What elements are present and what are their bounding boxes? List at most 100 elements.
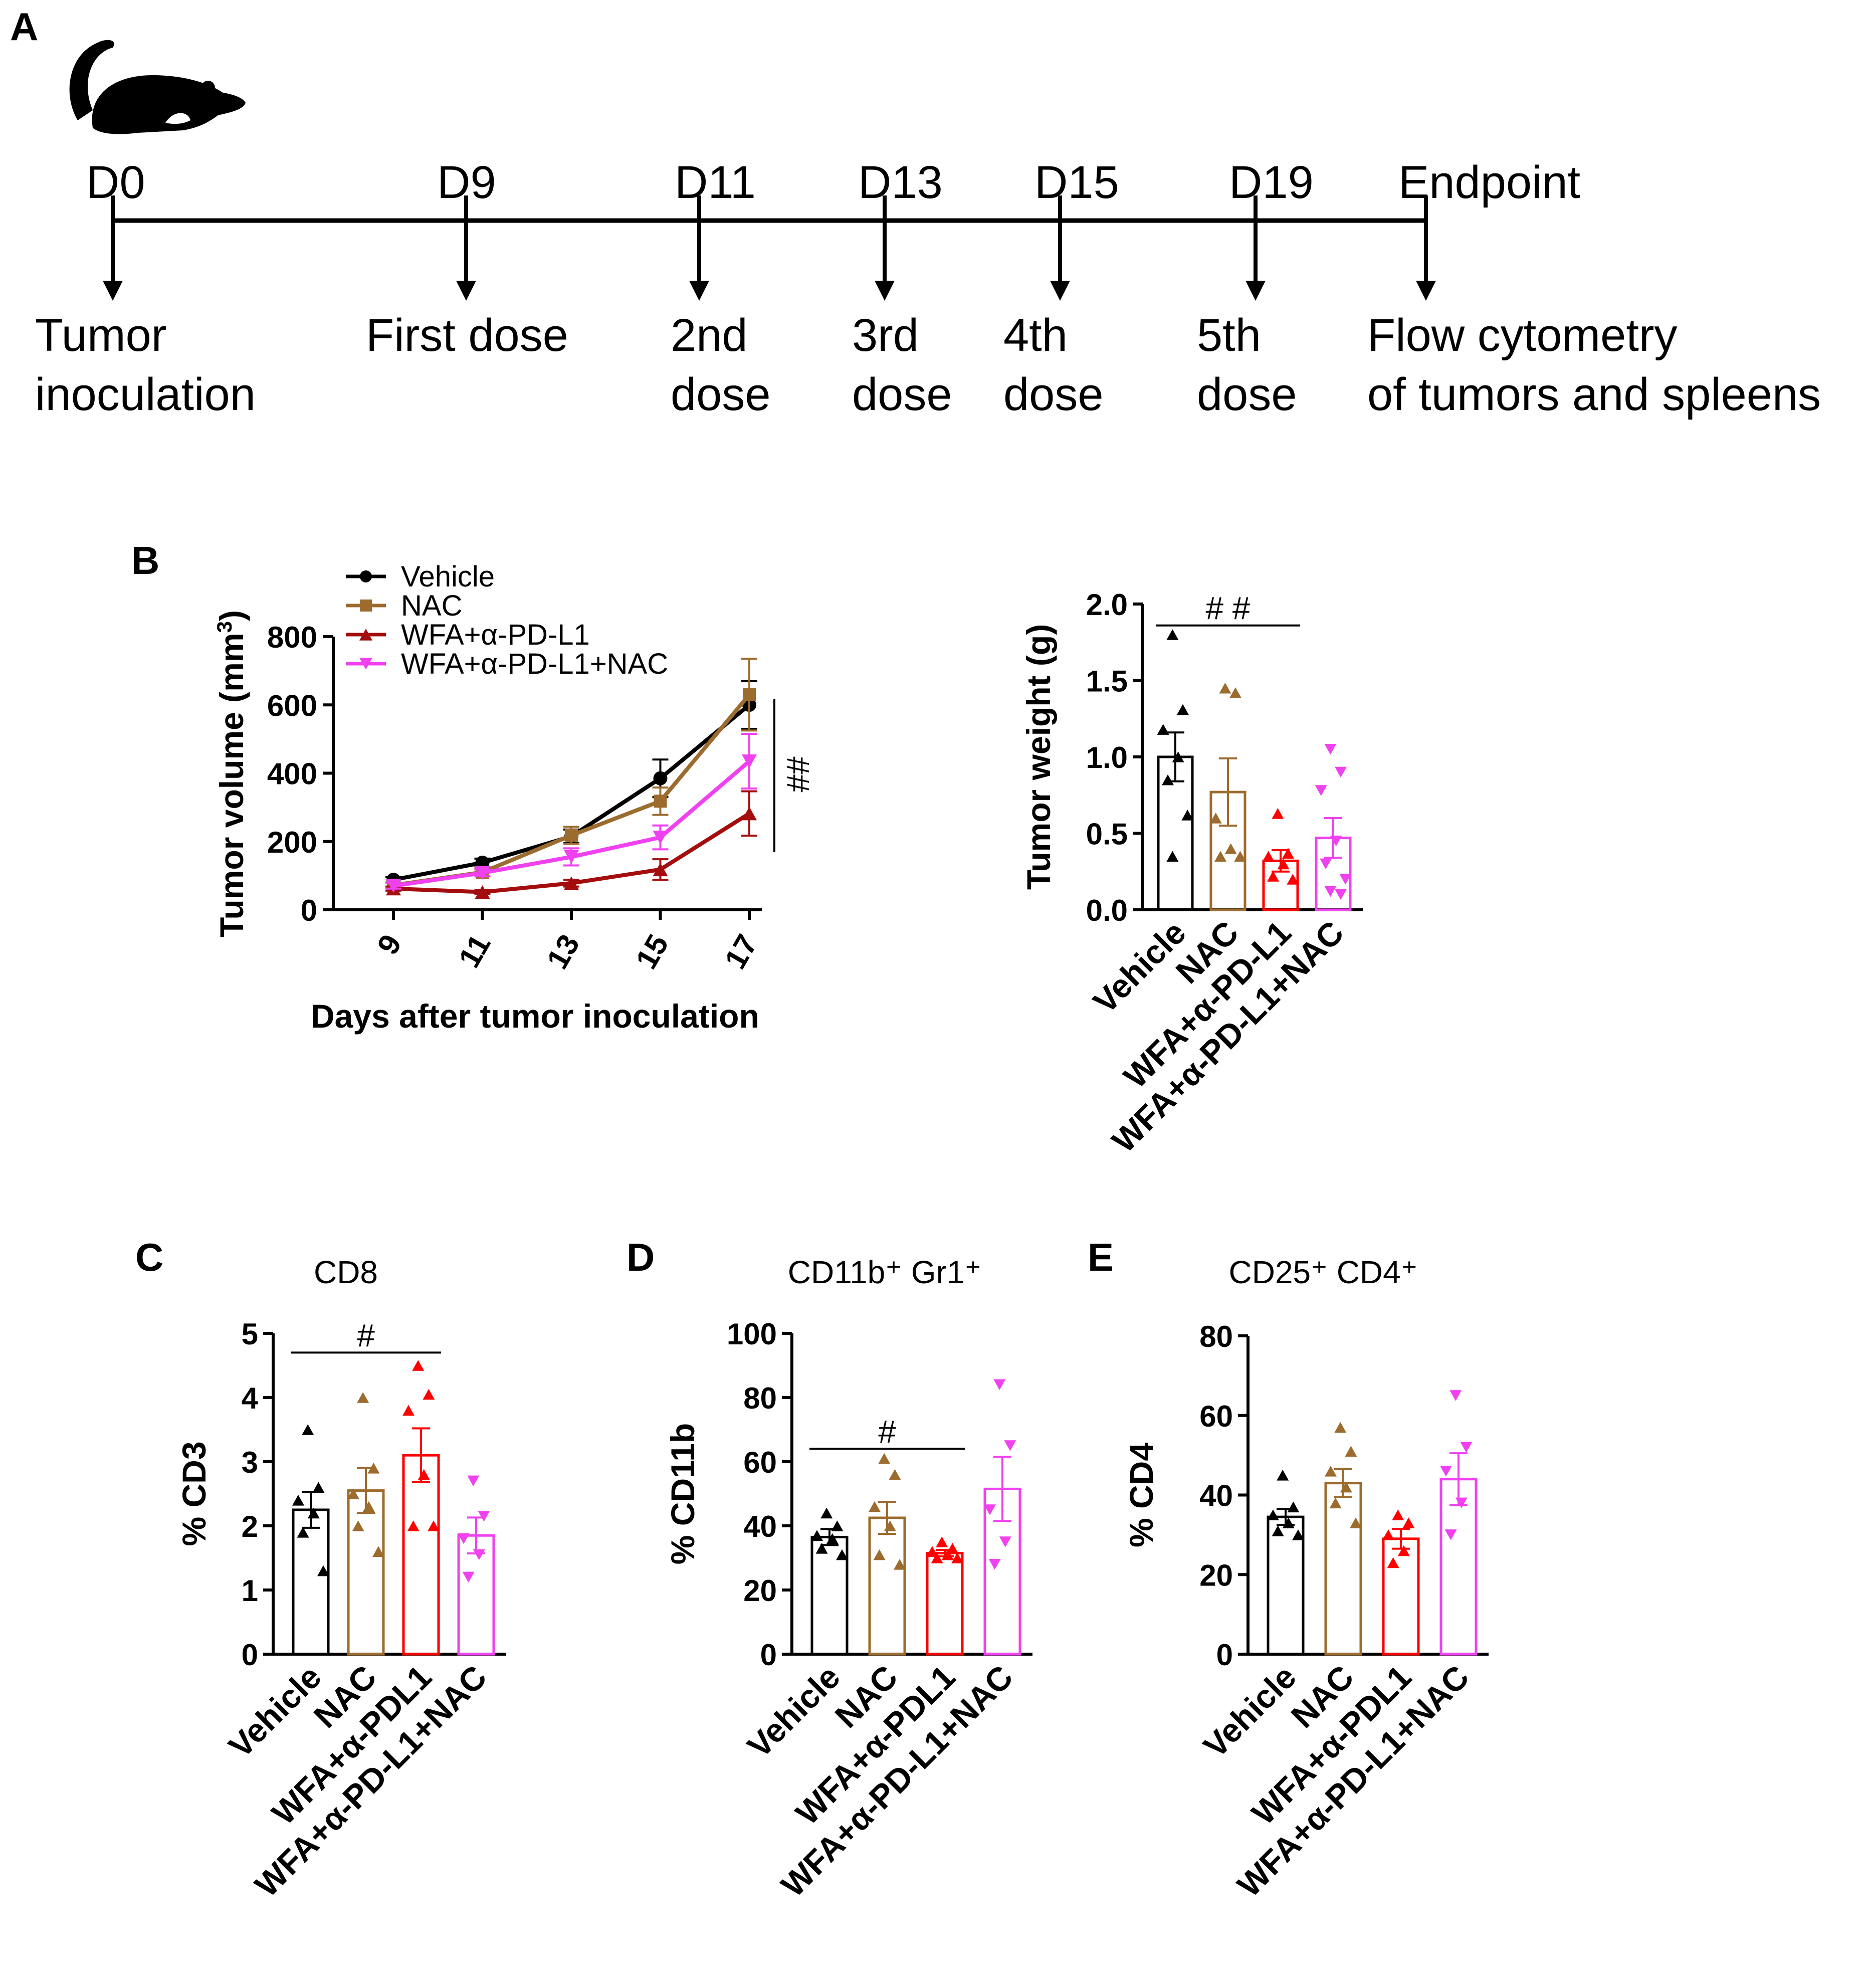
x-tick-label: 15	[629, 929, 675, 974]
data-point	[297, 1527, 309, 1538]
data-point	[1315, 785, 1327, 796]
data-point	[931, 1552, 943, 1563]
data-point	[941, 1549, 954, 1560]
data-point	[386, 879, 401, 893]
legend-label: WFA+α-PD-L1	[401, 619, 590, 651]
timeline-arrow	[1245, 281, 1266, 301]
timeline-day-label: D13	[858, 157, 943, 208]
data-point	[1334, 889, 1347, 900]
y-tick-label: 80	[1199, 1320, 1233, 1353]
data-point	[983, 1504, 996, 1515]
data-point	[742, 807, 757, 821]
data-point	[1320, 858, 1332, 870]
bar	[347, 1489, 385, 1656]
timeline-arrow	[875, 281, 895, 301]
y-tick-label: 0	[760, 1638, 777, 1672]
timeline-day-label: D19	[1229, 157, 1314, 208]
timeline-event-label: of tumors and spleens	[1367, 369, 1821, 420]
data-point	[868, 1501, 881, 1512]
y-tick-label: 600	[267, 689, 317, 722]
series-line	[393, 759, 751, 888]
y-axis-title: Tumor weight (g)	[1020, 624, 1057, 890]
y-tick-label: 2	[242, 1510, 258, 1543]
timeline-event-label: 2nd	[671, 310, 748, 361]
data-point	[1287, 1501, 1300, 1513]
data-point	[1209, 813, 1222, 824]
data-point	[826, 1533, 839, 1544]
data-point	[1339, 874, 1352, 885]
data-point	[1402, 1517, 1415, 1528]
timeline-day-label: Endpoint	[1398, 157, 1580, 208]
data-point	[462, 1571, 475, 1583]
data-point	[1329, 1497, 1342, 1509]
data-point	[1166, 629, 1179, 640]
data-point	[1334, 766, 1347, 778]
y-tick-label: 4	[242, 1381, 259, 1415]
data-point	[993, 1379, 1006, 1390]
timeline-arrow	[1416, 281, 1436, 301]
data-point	[1162, 774, 1174, 785]
timeline-day-label: D11	[675, 157, 756, 208]
data-point	[653, 771, 668, 785]
data-point	[988, 1559, 1001, 1570]
data-point	[936, 1536, 948, 1547]
timeline-event-label: dose	[852, 369, 952, 420]
y-tick-label: 0.0	[1086, 894, 1128, 927]
data-point	[292, 1495, 304, 1506]
data-point	[473, 1549, 485, 1560]
data-point	[1277, 858, 1290, 870]
data-point	[1340, 1481, 1352, 1493]
data-point	[946, 1543, 959, 1554]
y-tick-label: 0	[1216, 1638, 1233, 1672]
y-tick-label: 2.0	[1086, 588, 1128, 622]
timeline-event-label: dose	[1003, 369, 1104, 420]
timeline: D0 Tumor inoculation D9 First dose D11 2nd dose…	[35, 157, 1821, 420]
x-tick-label: 17	[718, 929, 764, 974]
tumor-volume-chart: 0 200 400 600 800 9 11 13 15 17 Days after tumor i…	[213, 560, 816, 1035]
timeline-day-label: D0	[86, 157, 145, 208]
panel-label-d: D	[627, 1235, 655, 1279]
y-axis-title-sup: 3	[213, 621, 236, 633]
data-point	[1287, 874, 1299, 885]
data-point	[836, 1549, 849, 1560]
y-tick-label: 60	[743, 1446, 777, 1479]
legend-marker	[360, 600, 372, 612]
data-point	[820, 1507, 833, 1519]
data-point	[1224, 843, 1237, 854]
significance-label: ##	[780, 756, 816, 792]
data-point	[302, 1424, 314, 1435]
data-point	[873, 1549, 886, 1560]
data-point	[475, 885, 490, 899]
data-point	[1449, 1390, 1462, 1401]
data-point	[653, 831, 668, 845]
y-tick-label: 40	[743, 1510, 777, 1543]
data-point	[654, 794, 667, 808]
x-tick-label: 9	[371, 929, 408, 960]
data-point	[1282, 1517, 1295, 1528]
significance-label: #	[357, 1317, 375, 1353]
data-point	[653, 863, 668, 877]
timeline-day-label: D15	[1034, 157, 1119, 208]
data-point	[1382, 1529, 1394, 1540]
y-tick-label: 0	[301, 894, 317, 927]
timeline-event-label: Flow cytometry	[1367, 310, 1678, 361]
panel-label-e: E	[1088, 1235, 1114, 1279]
legend-label: Vehicle	[401, 560, 495, 593]
data-point	[317, 1565, 330, 1576]
data-point	[815, 1543, 828, 1554]
data-point	[428, 1520, 440, 1531]
data-point	[475, 866, 490, 880]
data-point	[367, 1463, 380, 1474]
data-point	[1157, 724, 1169, 735]
data-point	[1267, 871, 1280, 882]
data-point	[999, 1536, 1011, 1547]
data-point	[467, 1475, 480, 1487]
chart-title: CD11b⁺ Gr1⁺	[788, 1254, 982, 1290]
data-point	[884, 1520, 896, 1531]
timeline-event-label: 4th	[1003, 310, 1068, 361]
data-point	[878, 1453, 891, 1464]
y-tick-label: 400	[267, 757, 317, 791]
data-point	[1397, 1545, 1410, 1556]
bar	[926, 1551, 964, 1656]
